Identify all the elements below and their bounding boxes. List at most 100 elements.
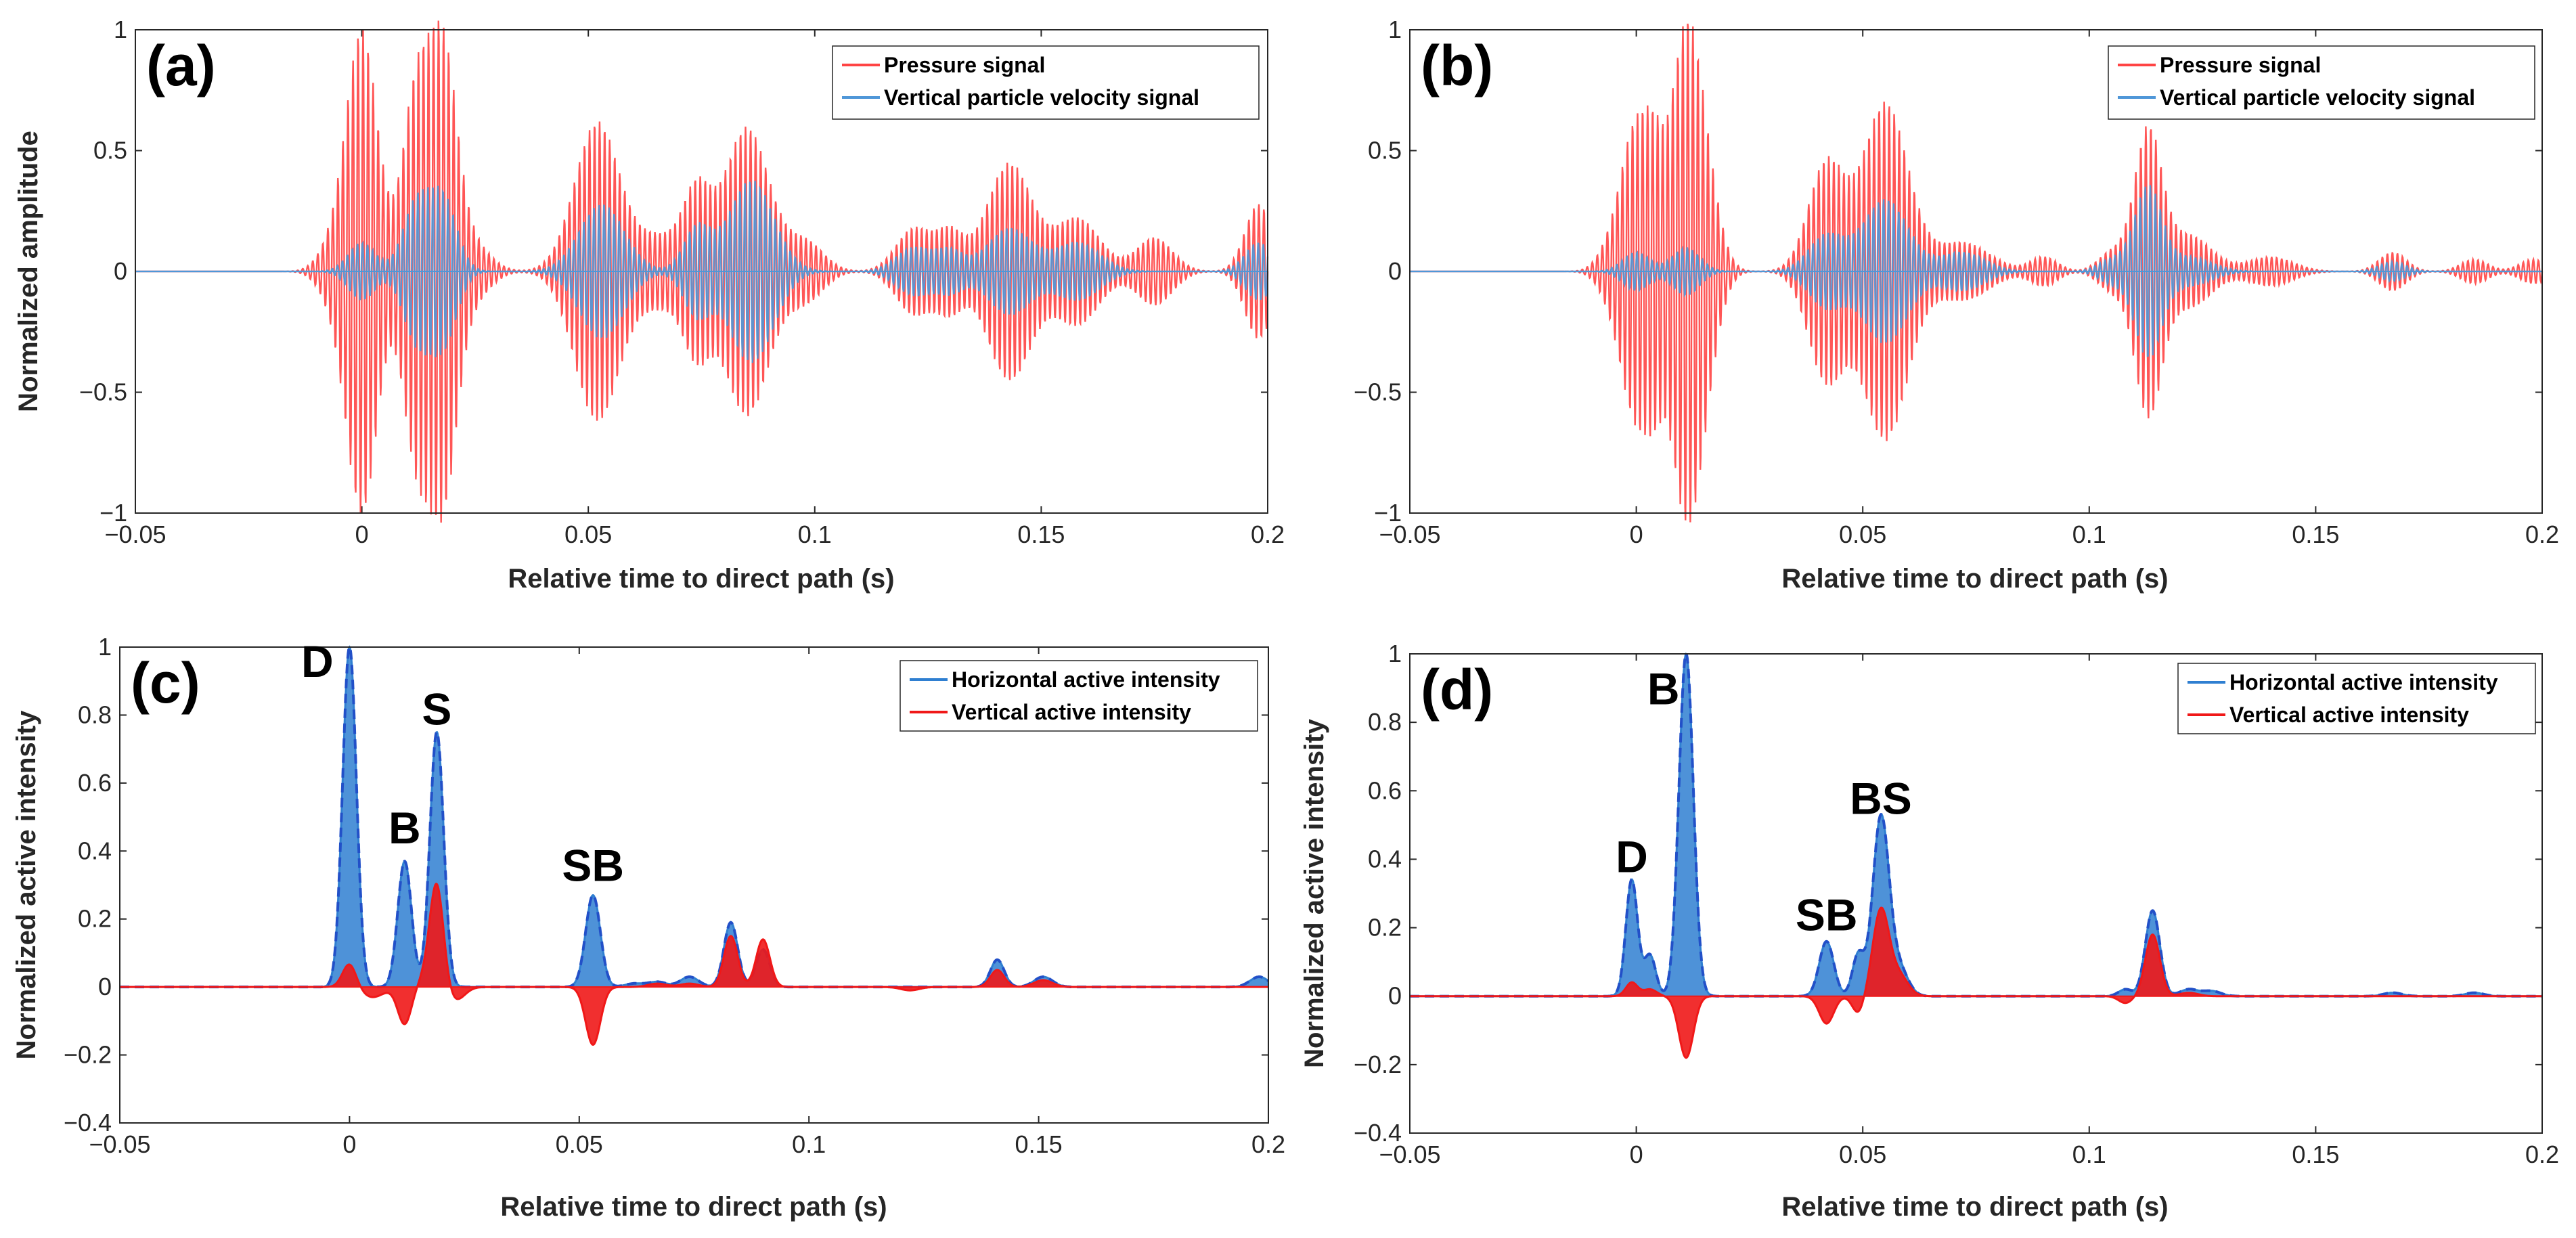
panel-c-legend-horizontal: Horizontal active intensity	[952, 667, 1220, 692]
panel-b-ytick-label: −0.5	[1354, 378, 1402, 406]
panel-c-xtick-label: 0.05	[556, 1130, 603, 1158]
panel-c-xtick-label: −0.05	[89, 1130, 150, 1158]
panel-c-annotations: D S B SB	[301, 636, 624, 890]
panel-b-legend-pressure: Pressure signal	[2160, 53, 2321, 77]
panel-d-ytick-label: 0	[1388, 982, 1402, 1010]
panel-b-ytick-label: 0.5	[1368, 137, 1402, 164]
panel-c-annotation-s: S	[422, 684, 451, 734]
panel-b-marks	[1409, 23, 2544, 523]
panel-d-annotation-sb: SB	[1796, 889, 1858, 939]
panel-d-annotation-d: D	[1616, 831, 1648, 881]
panel-d-series-0-area	[1410, 654, 2542, 996]
panel-c-axes-box	[119, 646, 1269, 1124]
panel-a-xtick-label: 0	[355, 521, 369, 548]
panel-d-xlabel: Relative time to direct path (s)	[1781, 1192, 2168, 1222]
panel-a-label: (a)	[146, 34, 216, 97]
panel-c-ytick-label: 0.6	[78, 769, 112, 797]
panel-a-legend: Pressure signal Vertical particle veloci…	[832, 45, 1260, 120]
panel-d-xtick-label: 0	[1630, 1141, 1643, 1168]
panel-d-ytick-label: 0.6	[1368, 776, 1402, 804]
panel-c-annotation-sb: SB	[562, 840, 624, 890]
panel-d-legend-horizontal: Horizontal active intensity	[2229, 670, 2498, 694]
panel-c-annotation-b: B	[388, 803, 421, 853]
panel-c-legend-vertical: Vertical active intensity	[952, 700, 1191, 724]
panel-d-legend: Horizontal active intensity Vertical act…	[2177, 663, 2536, 734]
panel-b-xtick-label: 0	[1630, 521, 1643, 548]
panel-b: Relative time to direct path (s) (b) Pre…	[1354, 16, 2559, 594]
panel-a-ytick-label: 1	[114, 16, 127, 43]
panel-d-axes-box	[1409, 653, 2543, 1134]
panel-c-ylabel: Normalized active intensity	[12, 710, 41, 1059]
panel-c-xtick-label: 0.1	[792, 1130, 826, 1158]
panel-d-ytick-label: 0.8	[1368, 708, 1402, 736]
panel-b-xtick-label: 0.05	[1839, 521, 1886, 548]
panel-a-ytick-label: −0.5	[79, 378, 127, 406]
panel-c-legend-box	[900, 660, 1258, 732]
panel-d-legend-box	[2177, 663, 2536, 734]
panel-c-xtick-label: 0.15	[1015, 1130, 1063, 1158]
panel-a-xtick-label: 0.1	[798, 521, 832, 548]
panel-a-xtick-label: 0.15	[1017, 521, 1065, 548]
panel-b-ytick-label: 0	[1388, 257, 1402, 285]
panel-c-ytick-label: 0.2	[78, 905, 112, 933]
panel-b-legend-velocity: Vertical particle velocity signal	[2160, 85, 2475, 110]
panel-a-ylabel: Normalized amplitude	[14, 131, 43, 412]
panel-c-xlabel: Relative time to direct path (s)	[500, 1192, 887, 1222]
panel-b-xtick-label: −0.05	[1379, 521, 1440, 548]
panel-c: Normalized active intensity Relative tim…	[12, 633, 1285, 1222]
panel-d: Normalized active intensity Relative tim…	[1300, 640, 2559, 1222]
panel-b-xlabel: Relative time to direct path (s)	[1781, 564, 2168, 594]
panel-d-xtick-label: 0.15	[2292, 1141, 2339, 1168]
panel-d-ytick-label: −0.4	[1354, 1119, 1402, 1147]
panel-c-ytick-label: −0.2	[64, 1041, 112, 1069]
panel-b-ytick-label: −1	[1374, 499, 1402, 527]
panel-a: Normalized amplitude Relative time to di…	[14, 16, 1285, 594]
panel-a-marks	[135, 20, 1269, 523]
panel-c-ytick-label: 0.8	[78, 701, 112, 728]
panel-c-xtick-label: 0.2	[1251, 1130, 1285, 1158]
panel-b-xtick-label: 0.15	[2292, 521, 2339, 548]
panel-d-series-1-area	[1410, 908, 2542, 1058]
panel-c-series-1-area	[120, 883, 1268, 1045]
panel-a-xlabel: Relative time to direct path (s)	[508, 564, 894, 594]
panel-b-ytick-label: 1	[1388, 16, 1402, 43]
panel-d-annotation-b: B	[1647, 664, 1680, 714]
panel-a-ytick-label: 0.5	[93, 137, 127, 164]
panel-b-xtick-label: 0.2	[2525, 521, 2559, 548]
panel-b-legend-box	[2108, 45, 2535, 120]
panel-a-axes-box	[135, 29, 1268, 514]
panel-a-legend-box	[832, 45, 1260, 120]
panel-d-xtick-label: 0.2	[2525, 1141, 2559, 1168]
panel-d-legend-vertical: Vertical active intensity	[2229, 703, 2469, 727]
panel-d-xtick-label: −0.05	[1379, 1141, 1440, 1168]
panel-d-annotations: B D BS SB	[1616, 664, 1912, 940]
panel-b-label: (b)	[1421, 34, 1493, 97]
panel-d-ytick-label: −0.2	[1354, 1051, 1402, 1078]
panel-d-label: (d)	[1421, 658, 1493, 722]
panel-b-axes-box	[1409, 29, 2543, 514]
panel-c-xtick-label: 0	[342, 1130, 356, 1158]
panel-d-marks	[1409, 652, 2543, 1134]
panel-d-xtick-label: 0.1	[2072, 1141, 2106, 1168]
panel-c-label: (c)	[131, 651, 200, 715]
panel-c-legend: Horizontal active intensity Vertical act…	[900, 660, 1258, 732]
panel-c-annotation-d: D	[301, 636, 334, 686]
panel-a-xtick-label: 0.2	[1251, 521, 1285, 548]
panel-a-xtick-label: −0.05	[104, 521, 166, 548]
panel-d-annotation-bs: BS	[1850, 773, 1912, 823]
panel-d-ytick-label: 0.2	[1368, 914, 1402, 942]
panel-c-ytick-label: 1	[98, 633, 112, 661]
panel-a-legend-velocity: Vertical particle velocity signal	[884, 85, 1199, 110]
panel-a-ytick-label: 0	[114, 257, 127, 285]
panel-c-ytick-label: 0.4	[78, 837, 112, 864]
panel-d-ytick-label: 0.4	[1368, 845, 1402, 872]
panel-c-series-0-area	[120, 647, 1268, 988]
panel-d-xtick-label: 0.05	[1839, 1141, 1886, 1168]
panel-b-legend: Pressure signal Vertical particle veloci…	[2108, 45, 2535, 120]
panel-c-ytick-label: 0	[98, 973, 112, 1000]
panel-a-xtick-label: 0.05	[564, 521, 612, 548]
panel-b-xtick-label: 0.1	[2072, 521, 2106, 548]
panel-c-ytick-label: −0.4	[64, 1109, 112, 1136]
panel-c-marks	[119, 644, 1269, 1124]
